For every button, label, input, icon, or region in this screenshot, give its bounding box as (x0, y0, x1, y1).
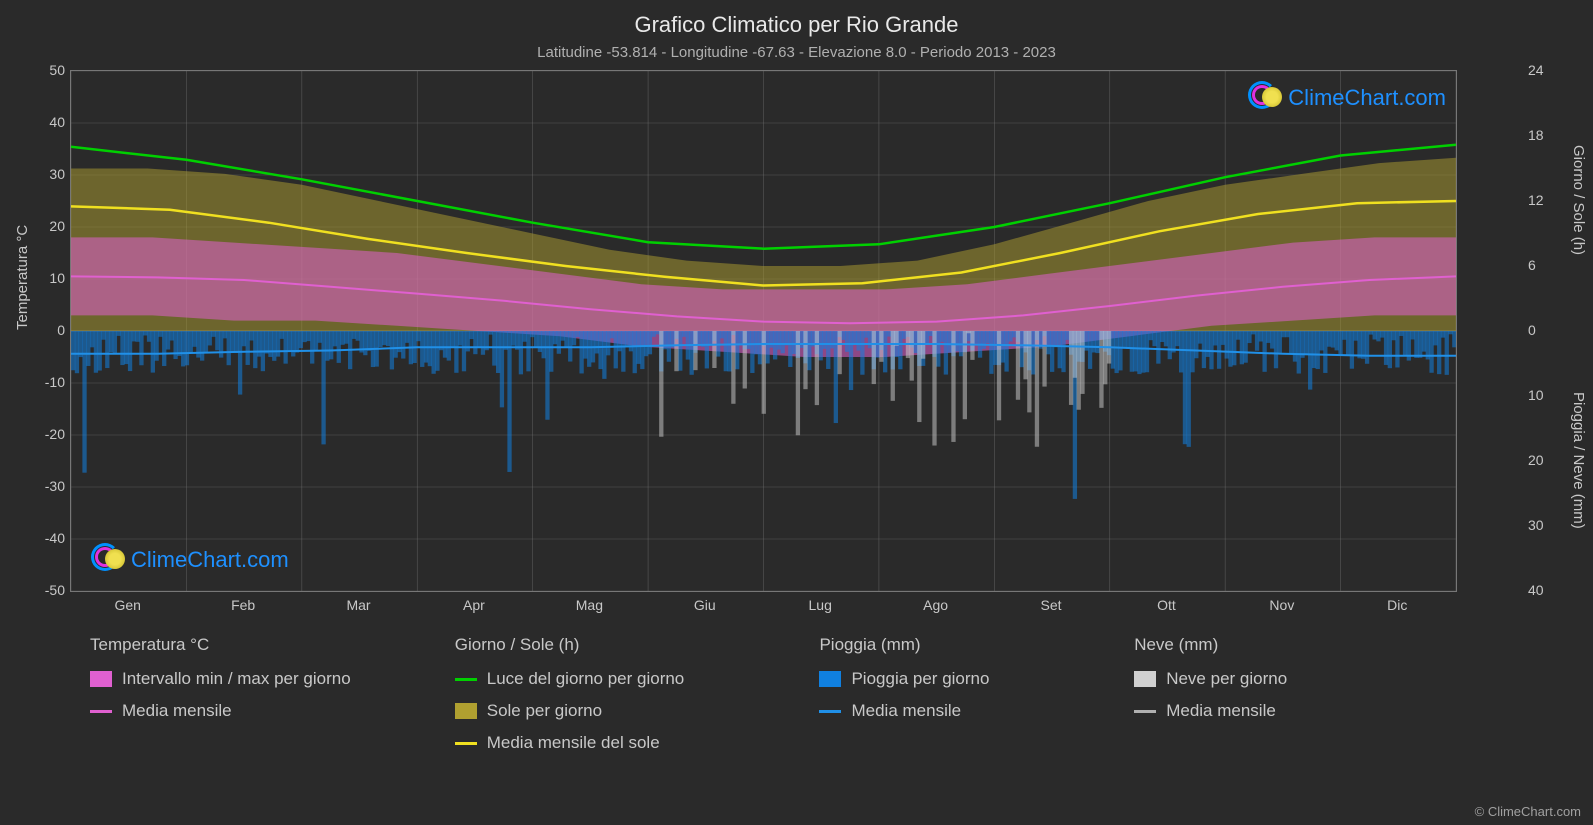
y-right-tick: 0 (1528, 322, 1553, 338)
chart-subtitle: Latitudine -53.814 - Longitudine -67.63 … (0, 38, 1593, 61)
y-left-tick: 20 (35, 218, 65, 234)
x-tick-month: Feb (231, 597, 255, 613)
x-tick-month: Mag (576, 597, 603, 613)
chart-title: Grafico Climatico per Rio Grande (0, 0, 1593, 38)
swatch-icon (455, 703, 477, 719)
x-tick-month: Nov (1269, 597, 1294, 613)
legend-label: Sole per giorno (487, 701, 602, 721)
plot-area: ClimeChart.com ClimeChart.com (70, 70, 1457, 592)
y-right-tick: 18 (1528, 127, 1553, 143)
x-tick-month: Giu (694, 597, 716, 613)
x-tick-month: Dic (1387, 597, 1407, 613)
legend-item-sunshine: Sole per giorno (455, 701, 755, 721)
y-right-tick: 10 (1528, 387, 1553, 403)
legend-label: Intervallo min / max per giorno (122, 669, 351, 689)
legend-item-temp-range: Intervallo min / max per giorno (90, 669, 390, 689)
y-left-tick: -40 (35, 530, 65, 546)
watermark-text: ClimeChart.com (1288, 85, 1446, 111)
y-right-tick: 24 (1528, 62, 1553, 78)
y-left-tick: -30 (35, 478, 65, 494)
y-left-tick: -50 (35, 582, 65, 598)
x-tick-month: Lug (809, 597, 832, 613)
y-right-tick: 12 (1528, 192, 1553, 208)
legend-heading: Neve (mm) (1134, 635, 1354, 655)
legend-heading: Giorno / Sole (h) (455, 635, 755, 655)
legend-item-sunshine-mean: Media mensile del sole (455, 733, 755, 753)
y-left-tick: 10 (35, 270, 65, 286)
x-tick-month: Mar (346, 597, 370, 613)
swatch-icon (90, 710, 112, 713)
legend: Temperatura °C Intervallo min / max per … (90, 635, 1490, 765)
y-right-axis-label-bottom: Pioggia / Neve (mm) (1570, 330, 1587, 590)
y-right-axis-label-top: Giorno / Sole (h) (1570, 70, 1587, 330)
swatch-icon (455, 678, 477, 681)
legend-item-rain: Pioggia per giorno (819, 669, 1069, 689)
copyright: © ClimeChart.com (1475, 804, 1581, 819)
plot-svg (71, 71, 1456, 591)
swatch-icon (819, 671, 841, 687)
climechart-logo-icon (1248, 81, 1282, 115)
legend-item-rain-mean: Media mensile (819, 701, 1069, 721)
y-right-tick: 40 (1528, 582, 1553, 598)
legend-item-temp-mean: Media mensile (90, 701, 390, 721)
climate-chart: Grafico Climatico per Rio Grande Latitud… (0, 0, 1593, 825)
x-tick-month: Ott (1157, 597, 1176, 613)
legend-label: Media mensile (122, 701, 232, 721)
x-tick-month: Set (1041, 597, 1062, 613)
y-left-tick: 0 (35, 322, 65, 338)
x-tick-month: Apr (463, 597, 485, 613)
legend-item-snow: Neve per giorno (1134, 669, 1354, 689)
legend-label: Media mensile del sole (487, 733, 660, 753)
swatch-icon (455, 742, 477, 745)
legend-label: Pioggia per giorno (851, 669, 989, 689)
y-right-tick: 6 (1528, 257, 1553, 273)
y-right-tick: 20 (1528, 452, 1553, 468)
legend-label: Media mensile (1166, 701, 1276, 721)
watermark-text: ClimeChart.com (131, 547, 289, 573)
legend-col-rain: Pioggia (mm) Pioggia per giorno Media me… (819, 635, 1069, 733)
y-left-axis-label: Temperatura °C (14, 225, 31, 330)
swatch-icon (819, 710, 841, 713)
swatch-icon (1134, 671, 1156, 687)
y-left-tick: 30 (35, 166, 65, 182)
legend-label: Media mensile (851, 701, 961, 721)
swatch-icon (90, 671, 112, 687)
climechart-logo-icon (91, 543, 125, 577)
legend-heading: Temperatura °C (90, 635, 390, 655)
watermark-bottom: ClimeChart.com (91, 543, 289, 577)
y-right-tick: 30 (1528, 517, 1553, 533)
legend-item-snow-mean: Media mensile (1134, 701, 1354, 721)
y-left-tick: -20 (35, 426, 65, 442)
legend-col-daylight: Giorno / Sole (h) Luce del giorno per gi… (455, 635, 755, 765)
y-left-tick: -10 (35, 374, 65, 390)
swatch-icon (1134, 710, 1156, 713)
watermark-top: ClimeChart.com (1248, 81, 1446, 115)
legend-item-daylight: Luce del giorno per giorno (455, 669, 755, 689)
legend-col-temperature: Temperatura °C Intervallo min / max per … (90, 635, 390, 733)
legend-label: Luce del giorno per giorno (487, 669, 685, 689)
legend-col-snow: Neve (mm) Neve per giorno Media mensile (1134, 635, 1354, 733)
y-left-tick: 50 (35, 62, 65, 78)
x-tick-month: Gen (114, 597, 140, 613)
legend-heading: Pioggia (mm) (819, 635, 1069, 655)
y-left-tick: 40 (35, 114, 65, 130)
legend-label: Neve per giorno (1166, 669, 1287, 689)
x-tick-month: Ago (923, 597, 948, 613)
